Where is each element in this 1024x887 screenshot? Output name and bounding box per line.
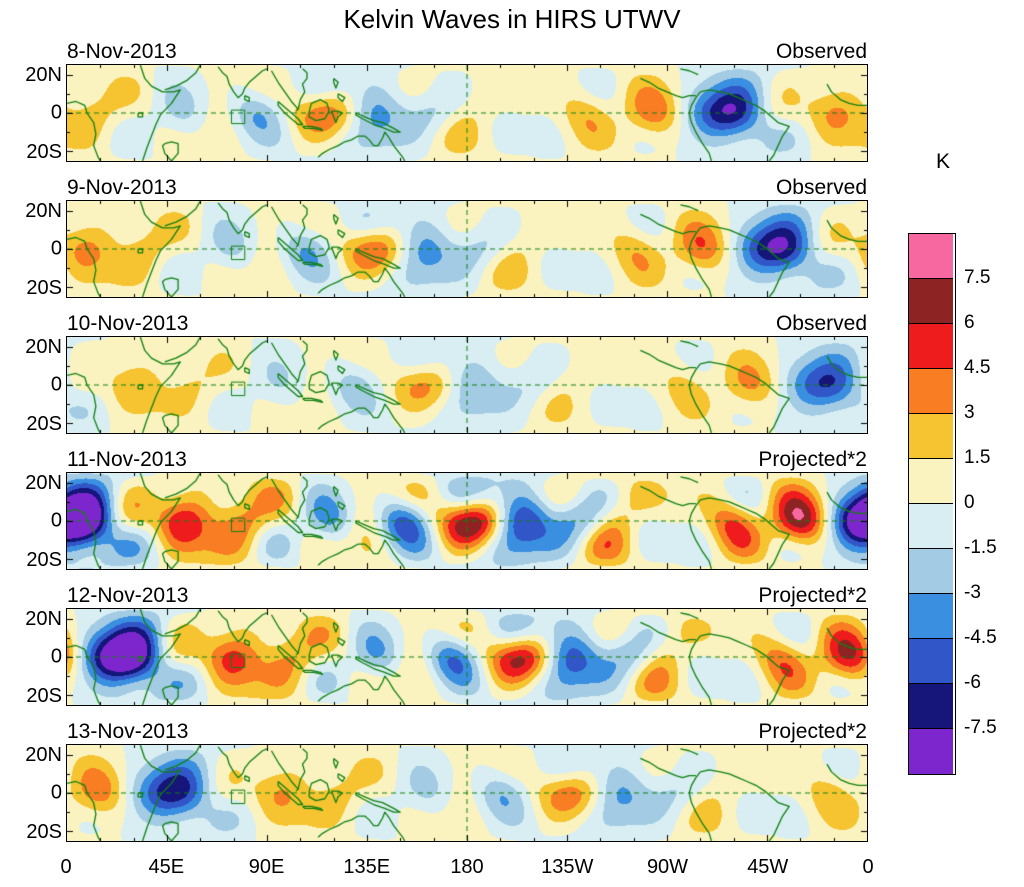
- x-tick-label: 135E: [343, 856, 391, 878]
- map-canvas: [66, 744, 868, 842]
- colorbar-unit-label: K: [936, 150, 951, 173]
- colorbar-tick-label: 0: [964, 492, 975, 513]
- x-tick-label: 135W: [541, 856, 594, 878]
- colorbar-tick-label: 6: [964, 312, 975, 333]
- panel-date: 10-Nov-2013: [67, 312, 189, 335]
- colorbar-tick-label: -4.5: [964, 627, 997, 648]
- colorbar-tick-label: -3: [964, 582, 981, 603]
- x-axis: 0 45E 90E 135E 180 135W 90W 45W 0: [60, 856, 873, 882]
- y-tick-label: 20S: [26, 413, 62, 435]
- colorbar-cell: [909, 639, 953, 684]
- y-tick-label: 20N: [25, 472, 62, 494]
- panel-date: 8-Nov-2013: [67, 40, 177, 63]
- colorbar-cell: [909, 414, 953, 459]
- map-panel: 12-Nov-2013 Projected*2 20N 0 20S: [0, 582, 868, 718]
- map-panels: 8-Nov-2013 Observed 20N 0 20S 9-Nov-2013…: [0, 38, 868, 854]
- x-tick-label: 90E: [248, 856, 285, 878]
- panel-series-label: Observed: [775, 312, 867, 335]
- x-tick-label: 0: [862, 856, 874, 878]
- colorbar-cell: [909, 369, 953, 414]
- colorbar-tick-label: -7.5: [964, 717, 997, 738]
- y-tick-label: 20S: [26, 685, 62, 707]
- colorbar-tick-label: 4.5: [964, 357, 991, 378]
- x-tick-label: 90W: [646, 856, 689, 878]
- y-tick-label: 0: [50, 237, 62, 260]
- y-tick-label: 20N: [25, 744, 62, 766]
- x-tick-label: 45E: [148, 856, 185, 878]
- colorbar-tick-label: -1.5: [964, 537, 997, 558]
- panel-series-label: Projected*2: [758, 720, 867, 743]
- map-canvas: [66, 608, 868, 706]
- y-tick-label: 20N: [25, 200, 62, 222]
- colorbar-cell: [909, 459, 953, 504]
- y-tick-label: 20N: [25, 608, 62, 630]
- x-tick-label: 180: [450, 856, 484, 878]
- panel-date: 11-Nov-2013: [67, 448, 187, 471]
- panel-date: 9-Nov-2013: [67, 176, 177, 199]
- colorbar-cell: [909, 279, 953, 324]
- colorbar-tick-label: -6: [964, 672, 981, 693]
- y-tick-label: 20N: [25, 64, 62, 86]
- colorbar-cells: [908, 233, 956, 775]
- colorbar-ticks: 7.5 6 4.5 3 1.5 0 -1.5 -3 -4.5 -6 -7.5: [964, 233, 1024, 773]
- colorbar-cell: [909, 234, 953, 279]
- panel-series-label: Projected*2: [758, 584, 867, 607]
- map-canvas: [66, 472, 868, 570]
- map-panel: 13-Nov-2013 Projected*2 20N 0 20S: [0, 718, 868, 854]
- colorbar-cell: [909, 324, 953, 369]
- panel-date: 12-Nov-2013: [67, 584, 189, 607]
- y-tick-label: 0: [50, 781, 62, 804]
- y-tick-label: 20N: [25, 336, 62, 358]
- colorbar-cell: [909, 729, 953, 774]
- map-canvas: [66, 200, 868, 298]
- colorbar-tick-label: 1.5: [964, 447, 991, 468]
- y-tick-label: 0: [50, 373, 62, 396]
- y-tick-label: 20S: [26, 821, 62, 843]
- y-tick-label: 0: [50, 509, 62, 532]
- x-tick-label: 0: [60, 856, 72, 878]
- colorbar-cell: [909, 594, 953, 639]
- map-panel: 9-Nov-2013 Observed 20N 0 20S: [0, 174, 868, 310]
- map-panel: 11-Nov-2013 Projected*2 20N 0 20S: [0, 446, 868, 582]
- panel-series-label: Observed: [775, 176, 867, 199]
- figure-title: Kelvin Waves in HIRS UTWV: [343, 4, 681, 34]
- map-panel: 10-Nov-2013 Observed 20N 0 20S: [0, 310, 868, 446]
- map-canvas: [66, 64, 868, 162]
- colorbar-tick-label: 7.5: [964, 267, 991, 288]
- x-tick-label: 45W: [747, 856, 789, 878]
- map-canvas: [66, 336, 868, 434]
- y-tick-label: 0: [50, 101, 62, 124]
- panel-series-label: Projected*2: [758, 448, 867, 471]
- colorbar-cell: [909, 684, 953, 729]
- y-tick-label: 0: [50, 645, 62, 668]
- colorbar-cell: [909, 549, 953, 594]
- y-tick-label: 20S: [26, 549, 62, 571]
- map-panel: 8-Nov-2013 Observed 20N 0 20S: [0, 38, 868, 174]
- panel-date: 13-Nov-2013: [67, 720, 189, 743]
- panel-series-label: Observed: [775, 40, 867, 63]
- colorbar-tick-label: 3: [964, 402, 975, 423]
- y-tick-label: 20S: [26, 141, 62, 163]
- y-tick-label: 20S: [26, 277, 62, 299]
- colorbar-cell: [909, 504, 953, 549]
